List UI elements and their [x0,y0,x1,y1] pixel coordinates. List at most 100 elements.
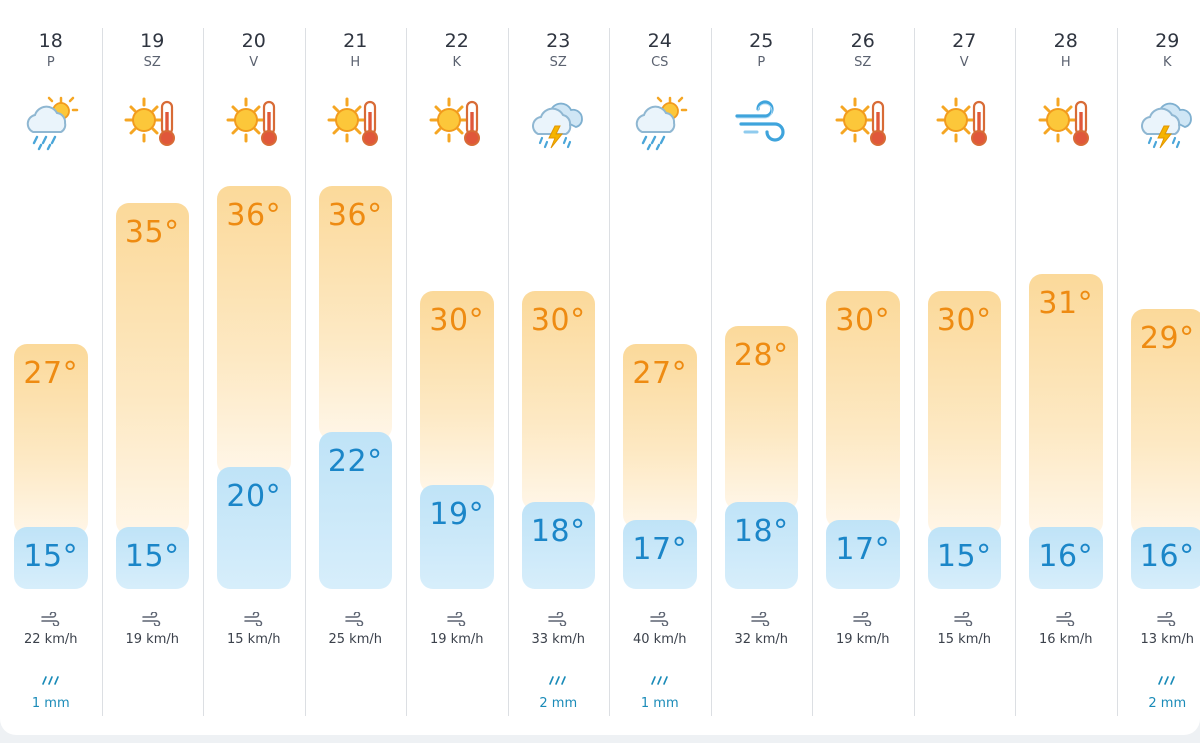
rain-icon [648,674,672,686]
low-temp-bar: 17° [826,520,900,589]
precipitation-amount: 2 mm [1148,696,1187,711]
wind-speed: 22 km/h [24,632,78,647]
wind-speed: 19 km/h [430,632,484,647]
high-temp-bar: 36° [318,185,392,440]
sun-thermometer-icon [833,92,893,152]
low-temp-label: 16° [1139,539,1195,574]
day-column: 26 SZ 30° 17° 19 km/h [812,28,915,716]
day-number: 25 [749,30,774,52]
wind-icon [750,612,772,626]
high-temp-label: 30° [936,303,992,339]
low-temp-label: 18° [733,514,789,550]
wind-icon [243,612,265,626]
low-temp-label: 15° [124,539,180,574]
low-temp-bar: 15° [115,527,189,589]
wind-speed: 15 km/h [227,632,281,647]
high-temp-label: 27° [632,356,688,391]
day-column: 28 H 31° 16° 16 km/h [1015,28,1118,716]
day-name: SZ [143,55,161,70]
day-number: 19 [140,30,165,52]
high-temp-label: 36° [327,197,383,233]
low-temp-bar: 18° [724,502,798,589]
low-temp-label: 17° [835,532,891,567]
day-column: 22 K 30° 19° 19 km/h [406,28,509,716]
day-column: 25 P 28° 18° 32 km/h [711,28,813,716]
day-column: 19 SZ 35° 15° 19 km/h [102,28,204,716]
wind-icon [953,612,975,626]
day-column: 20 V 36° 20° 15 km/h [203,28,306,716]
day-number: 24 [647,30,672,52]
thunderstorm-cloud-icon [1137,92,1197,152]
precipitation-amount: 1 mm [31,696,70,711]
day-number: 20 [241,30,266,52]
high-temp-bar: 31° [1029,273,1103,535]
sun-thermometer-icon [224,92,284,152]
wind-speed: 13 km/h [1140,632,1195,647]
high-temp-bar: 27° [623,344,697,528]
day-name: H [1060,55,1071,70]
day-column: 18 P 27° 15° 22 km/h 1 mm [0,28,103,716]
low-temp-bar: 20° [217,467,291,589]
rain-cloud-sun-icon [630,92,690,152]
sun-thermometer-icon [1036,92,1096,152]
high-temp-label: 27° [23,356,79,391]
day-column: 21 H 36° 22° 25 km/h [305,28,407,716]
high-temp-label: 36° [226,197,282,233]
low-temp-label: 20° [226,479,282,515]
high-temp-label: 35° [124,215,180,251]
high-temp-label: 30° [530,303,586,339]
day-number: 23 [546,30,571,52]
low-temp-bar: 22° [318,432,392,589]
wind-icon [446,612,468,626]
high-temp-label: 29° [1139,320,1195,356]
low-temp-bar: 16° [1130,527,1200,589]
day-number: 28 [1053,30,1078,52]
wind-icon [731,92,791,152]
low-temp-label: 22° [327,444,383,479]
low-temp-bar: 15° [14,527,88,589]
high-temp-bar: 28° [724,326,798,511]
low-temp-label: 15° [936,539,992,574]
wind-icon [1055,612,1077,626]
day-number: 21 [343,30,368,52]
wind-icon [1156,612,1178,626]
day-column: 29 K 29° 16° 13 km/h 2 mm [1117,28,1200,716]
low-temp-label: 17° [632,532,688,567]
day-name: H [350,55,361,70]
high-temp-bar: 30° [420,291,494,493]
high-temp-label: 30° [835,303,891,339]
thunderstorm-cloud-icon [528,92,588,152]
high-temp-bar: 30° [927,291,1001,535]
low-temp-bar: 15° [927,527,1001,589]
rain-cloud-sun-icon [21,92,81,152]
day-name: K [1162,55,1172,70]
rain-icon [1155,674,1179,686]
day-name: SZ [549,55,567,70]
low-temp-label: 15° [23,539,79,574]
high-temp-bar: 36° [217,185,291,476]
day-column: 24 CS 27° 17° 40 km/h 1 mm [609,28,712,716]
high-temp-bar: 29° [1130,308,1200,535]
low-temp-bar: 18° [521,502,595,589]
day-column: 23 SZ 30° 18° 33 km/h 2 mm [508,28,610,716]
day-column: 27 V 30° 15° 15 km/h [914,28,1016,716]
day-number: 29 [1155,30,1180,52]
wind-icon [344,612,366,626]
high-temp-bar: 30° [521,291,595,511]
wind-icon [649,612,671,626]
wind-icon [547,612,569,626]
low-temp-bar: 16° [1029,527,1103,589]
day-name: V [249,55,259,70]
wind-icon [141,612,163,626]
wind-speed: 33 km/h [531,632,586,647]
high-temp-bar: 27° [14,344,88,535]
precipitation-amount: 2 mm [539,696,578,711]
day-number: 26 [850,30,875,52]
wind-speed: 40 km/h [633,632,687,647]
day-number: 22 [444,30,469,52]
day-name: CS [651,55,669,70]
sun-thermometer-icon [934,92,994,152]
wind-speed: 25 km/h [328,632,383,647]
low-temp-bar: 17° [623,520,697,589]
